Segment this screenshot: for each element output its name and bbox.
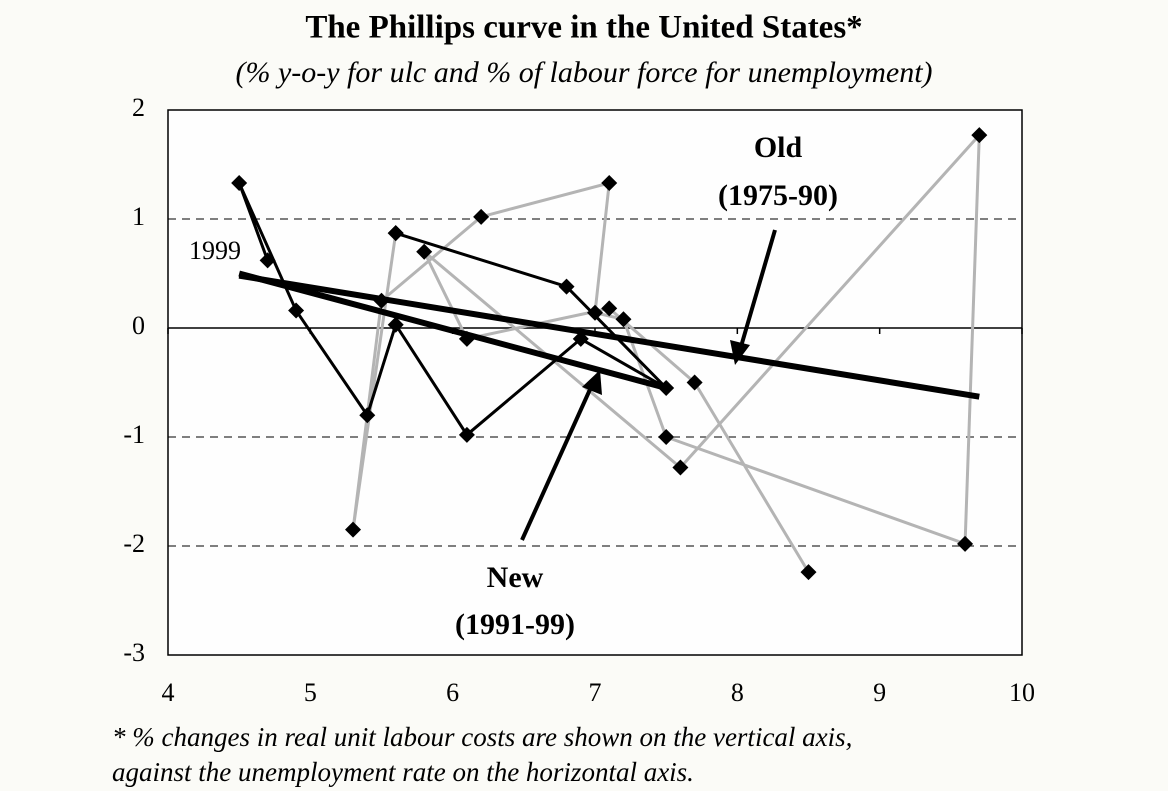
x-tick-label: 4 [162,678,175,707]
x-tick-label: 10 [1009,678,1035,707]
marker [587,304,603,321]
x-tick-label: 6 [446,678,459,707]
arrow-head [582,370,602,395]
marker [957,535,974,552]
marker [458,426,475,443]
marker [387,316,404,333]
marker [971,127,988,144]
marker [658,379,675,396]
marker [416,243,433,260]
chart-subtitle: (% y-o-y for ulc and % of labour force f… [235,56,932,89]
marker [686,374,703,391]
marker [231,175,248,192]
footnote: against the unemployment rate on the hor… [112,757,694,787]
y-tick-label: 2 [132,93,145,122]
marker [259,252,276,269]
annotation: (1991-99) [455,608,575,641]
marker [373,292,390,309]
marker [615,311,632,328]
trend-line [238,270,667,391]
annotation: Old [754,131,803,164]
x-tick-label: 7 [589,678,602,707]
marker [345,521,362,538]
marker [288,302,305,319]
chart-title: The Phillips curve in the United States* [305,10,862,46]
footnote: * % changes in real unit labour costs ar… [112,722,852,752]
x-tick-label: 8 [731,678,744,707]
y-tick-label: -1 [123,420,145,449]
marker [601,300,618,317]
arrow-head [730,340,750,365]
marker [572,330,589,347]
annotation: (1975-90) [718,179,838,212]
marker [473,208,490,225]
marker [658,429,675,445]
x-tick-label: 9 [873,678,886,707]
marker [558,278,575,295]
marker [800,564,817,581]
arrow-line [738,229,777,351]
marker [458,330,475,347]
y-tick-label: -2 [123,529,145,558]
trend-line [238,272,980,400]
y-tick-label: -3 [123,638,145,667]
x-tick-label: 5 [304,678,317,707]
y-tick-label: 1 [132,202,145,231]
annotation: 1999 [189,236,241,265]
arrow-line [520,384,594,541]
marker [672,459,689,476]
marker [601,175,618,192]
marker [359,407,376,424]
annotation: New [487,561,544,594]
marks [231,127,988,581]
y-tick-label: 0 [132,311,145,340]
arrow-old [730,229,777,365]
marker [387,225,404,242]
arrow-new [520,370,602,541]
